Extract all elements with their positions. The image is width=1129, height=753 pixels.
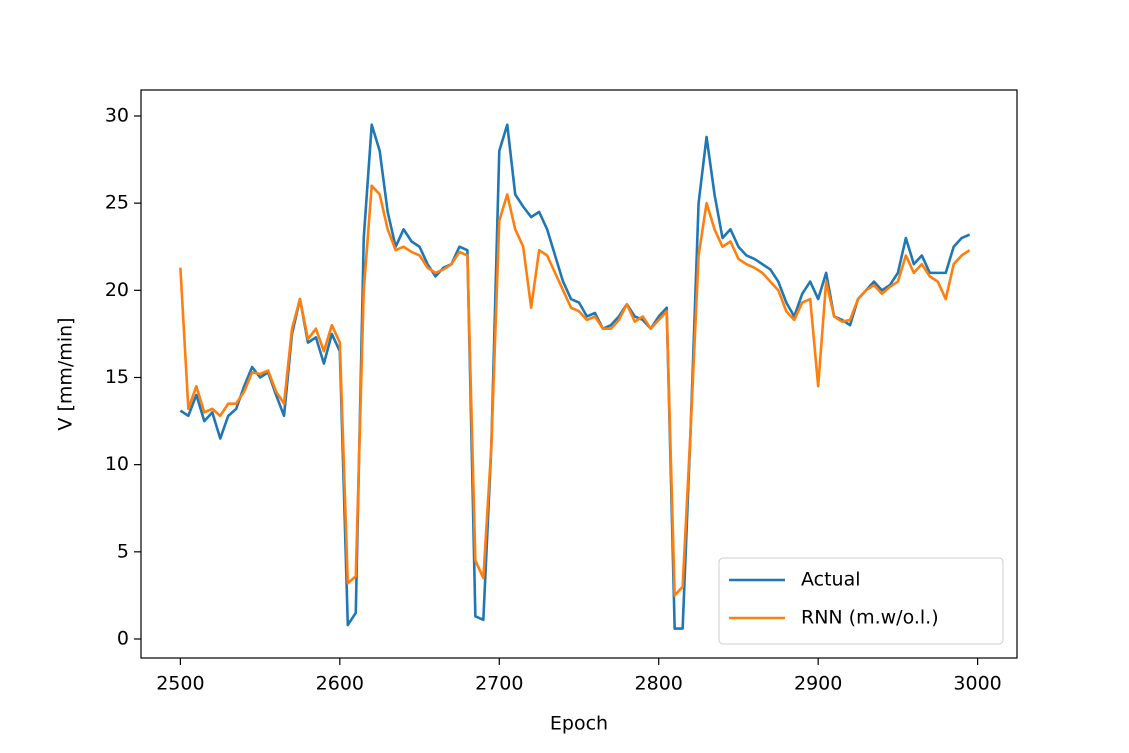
y-tick-label: 20: [105, 279, 129, 301]
y-tick-label: 15: [105, 366, 129, 388]
x-axis-label: Epoch: [550, 713, 608, 735]
x-tick-label: 2700: [475, 673, 523, 695]
data-line: [179, 184, 971, 597]
x-tick-label: 2500: [156, 673, 204, 695]
x-tick-label: 2800: [635, 673, 683, 695]
plot-frame: [140, 89, 1018, 659]
legend-box: [718, 557, 1004, 645]
y-tick-label: 5: [117, 540, 129, 562]
x-tick-label: 2600: [316, 673, 364, 695]
y-axis-label: V [mm/min]: [55, 317, 77, 430]
legend-label: Actual: [801, 569, 861, 591]
y-tick-label: 10: [105, 453, 129, 475]
data-line: [179, 123, 971, 630]
legend: Actual RNN (m.w/o.l.): [718, 557, 1004, 645]
x-tick-label: 3000: [953, 673, 1001, 695]
y-tick-label: 30: [105, 104, 129, 126]
y-tick-label: 0: [117, 627, 129, 649]
x-tick-label: 2900: [794, 673, 842, 695]
y-tick-label: 25: [105, 192, 129, 214]
legend-label: RNN (m.w/o.l.): [801, 607, 939, 629]
